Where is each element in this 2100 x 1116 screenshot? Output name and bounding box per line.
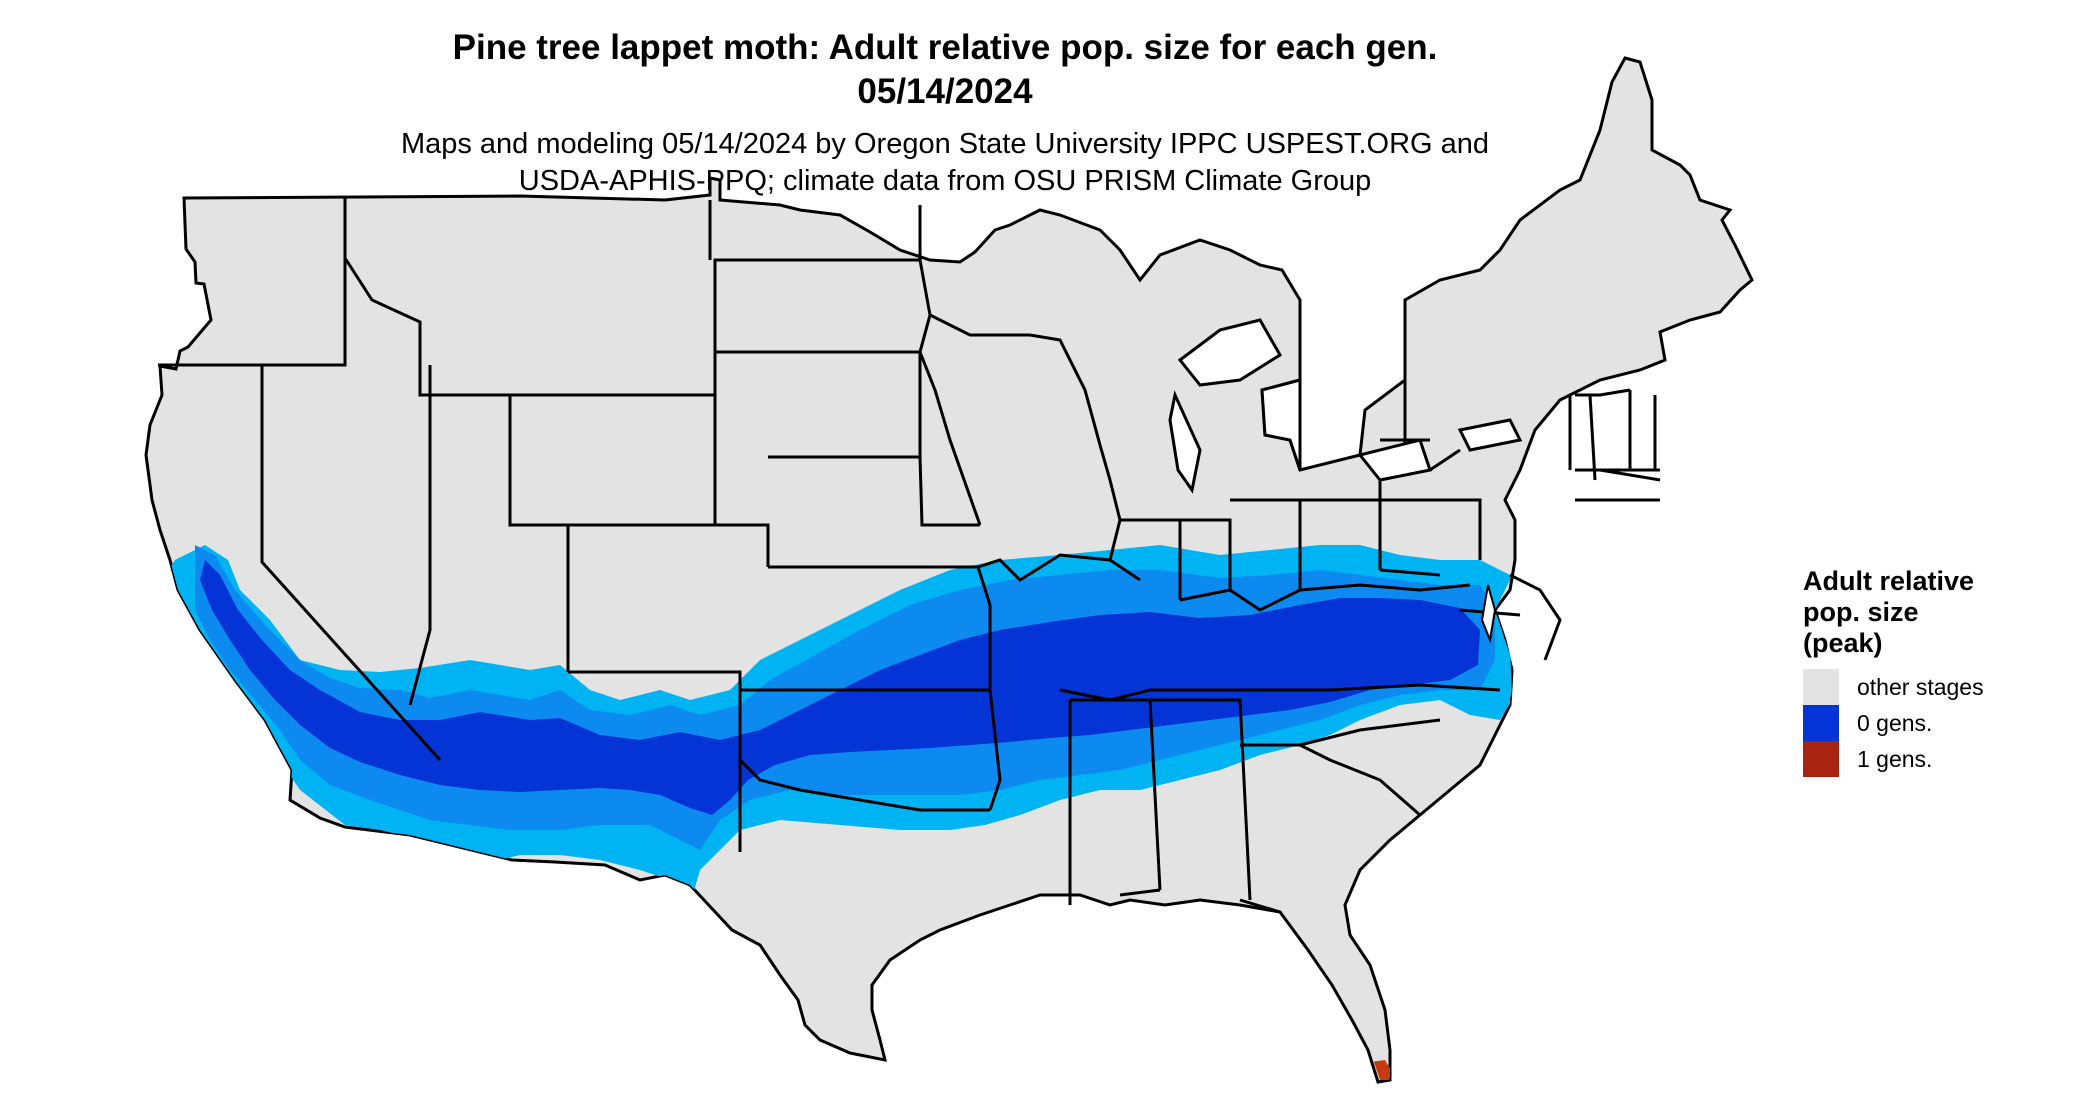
map-date: 05/14/2024 xyxy=(857,72,1033,111)
pop-band-high xyxy=(200,560,1480,815)
us-land xyxy=(144,56,1754,1084)
legend-title-line3: (peak) xyxy=(1803,628,1883,658)
legend-label-1-gens: 1 gens. xyxy=(1857,746,1933,772)
chesapeake-bay xyxy=(1480,584,1497,644)
map-subtitle-line2: USDA-APHIS-PPQ; climate data from OSU PR… xyxy=(518,165,1372,197)
map-subtitle-line1: Maps and modeling 05/14/2024 by Oregon S… xyxy=(400,128,1490,160)
legend-label-0-gens: 0 gens. xyxy=(1857,710,1933,736)
legend-swatch-0-gens xyxy=(1803,705,1839,741)
legend-title-line1: Adult relative xyxy=(1803,566,1975,596)
state-borders xyxy=(158,198,1661,914)
great-lakes xyxy=(1168,318,1523,494)
legend-swatch-other-stages xyxy=(1803,669,1839,705)
legend-swatch-1-gens xyxy=(1803,741,1839,777)
legend-label-other-stages: other stages xyxy=(1857,674,1984,700)
legend-title-line2: pop. size xyxy=(1803,597,1919,627)
map-title: Pine tree lappet moth: Adult relative po… xyxy=(452,28,1438,67)
